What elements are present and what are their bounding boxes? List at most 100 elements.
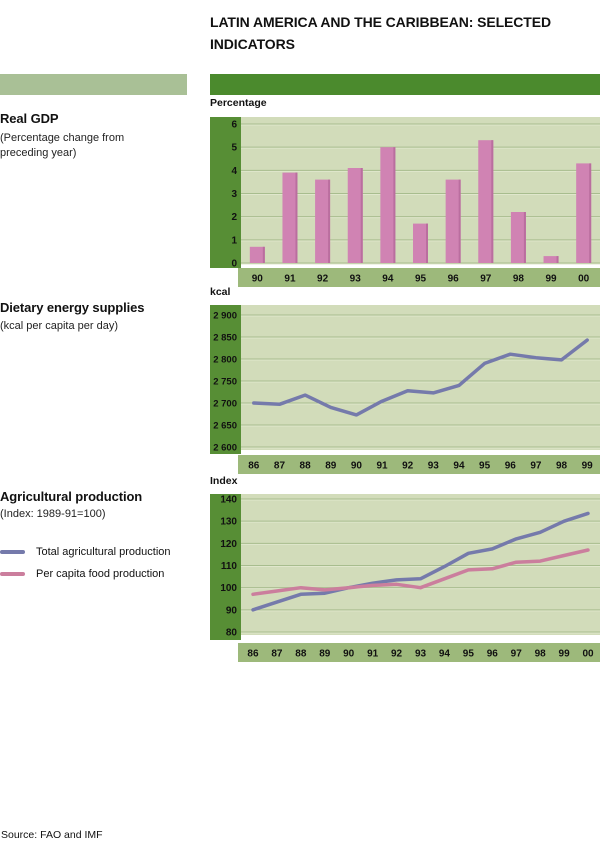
header-accent-bar-left	[0, 74, 187, 95]
agricultural-production-y-axis-band	[210, 494, 241, 640]
real-gdp-svg: 6 5 4 3 2 1 0 90 91 92 93 94 95 96 97 98 99 00	[210, 117, 600, 287]
section-subheading-dietary-energy: (kcal per capita per day)	[0, 320, 118, 332]
dietary-energy-supplies-xtick: 88	[300, 461, 312, 472]
agricultural-production-xtick: 94	[439, 649, 451, 660]
dietary-energy-supplies-xtick: 98	[556, 461, 568, 472]
page-title-line1: LATIN AMERICA AND THE CARIBBEAN: SELECTE…	[210, 14, 551, 30]
dietary-energy-supplies-plot-area	[241, 305, 600, 450]
agricultural-production-xtick: 86	[247, 649, 259, 660]
agricultural-production-xtick: 92	[391, 649, 403, 660]
real-gdp-xtick: 00	[578, 274, 590, 285]
dietary-energy-supplies-xtick: 99	[582, 461, 594, 472]
real-gdp-xtick: 97	[480, 274, 492, 285]
dietary-energy-supplies-xtick: 94	[453, 461, 465, 472]
dietary-energy-supplies-xtick: 91	[376, 461, 388, 472]
agricultural-production-xtick: 96	[487, 649, 499, 660]
real-gdp-xtick: 98	[513, 274, 525, 285]
real-gdp-bar-99	[543, 256, 559, 263]
real-gdp-xtick: 94	[382, 274, 394, 285]
legend-label-per-capita-food-production: Per capita food production	[36, 568, 165, 580]
agricultural-production-xtick: 90	[343, 649, 355, 660]
real-gdp-bar-92	[315, 179, 331, 263]
real-gdp-ytick: 3	[231, 189, 237, 200]
dietary-energy-supplies-xtick: 90	[351, 461, 363, 472]
chart-unit-label-percentage: Percentage	[210, 97, 267, 109]
agricultural-production-plot-area	[241, 494, 600, 635]
real-gdp-y-axis-band	[210, 117, 241, 268]
dietary-energy-supplies-ytick: 2 850	[213, 333, 237, 344]
real-gdp-bar-93	[347, 168, 363, 263]
agricultural-production-ytick: 120	[220, 539, 237, 550]
real-gdp-xtick: 91	[284, 274, 296, 285]
dietary-energy-supplies-ytick: 2 700	[213, 399, 237, 410]
real-gdp-bar-98	[510, 212, 526, 263]
header-accent-bar-right	[210, 74, 600, 95]
dietary-energy-supplies-xtick: 95	[479, 461, 491, 472]
section-subheading-real-gdp: (Percentage change from preceding year)	[0, 132, 125, 159]
dietary-energy-supplies-xtick: 97	[530, 461, 542, 472]
real-gdp-bar-94	[380, 147, 396, 263]
real-gdp-bar-00	[576, 163, 592, 263]
agricultural-production-xtick: 88	[295, 649, 307, 660]
agricultural-production-xtick: 93	[415, 649, 427, 660]
chart-unit-label-kcal: kcal	[210, 286, 231, 298]
chart-unit-label-index: Index	[210, 475, 238, 487]
agricultural-production-line-total-agricultural-production	[251, 511, 590, 612]
dietary-energy-supplies-ytick: 2 800	[213, 355, 237, 366]
section-subheading-agricultural-production: (Index: 1989-91=100)	[0, 508, 106, 520]
dietary-energy-supplies-ytick: 2 650	[213, 421, 237, 432]
dietary-energy-supplies-ytick: 2 900	[213, 311, 237, 322]
real-gdp-bar-97	[478, 140, 494, 263]
real-gdp-xtick: 95	[415, 274, 427, 285]
dietary-energy-supplies-x-axis-band	[238, 455, 600, 474]
dietary-energy-supplies-xtick: 87	[274, 461, 286, 472]
agricultural-production-ytick: 110	[221, 561, 238, 572]
dietary-energy-supplies-xtick: 96	[505, 461, 517, 472]
real-gdp-ytick: 0	[231, 259, 237, 270]
section-heading-agricultural-production: Agricultural production	[0, 489, 143, 504]
page-title: LATIN AMERICA AND THE CARIBBEAN: SELECTE…	[210, 11, 600, 55]
agricultural-production-xtick: 98	[535, 649, 547, 660]
real-gdp-ytick: 1	[231, 235, 237, 246]
legend-swatch-per-capita-food-production-icon	[0, 572, 25, 576]
section-heading-real-gdp: Real GDP	[0, 111, 59, 126]
agricultural-production-ytick: 80	[226, 628, 238, 639]
agricultural-production-xtick: 91	[367, 649, 379, 660]
dietary-energy-chart: 2 900 2 850 2 800 2 750 2 700 2 650 2 600 86 87 8…	[210, 302, 600, 474]
dietary-energy-supplies-xtick: 86	[248, 461, 260, 472]
agricultural-production-ytick: 130	[220, 517, 237, 528]
dietary-energy-supplies-y-axis-band	[210, 305, 241, 454]
agricultural-production-xtick: 97	[511, 649, 523, 660]
dietary-energy-supplies-ytick: 2 600	[213, 443, 237, 454]
real-gdp-ytick: 2	[231, 212, 237, 223]
real-gdp-chart: 6 5 4 3 2 1 0 90 91 92 93 94 95 96 97 98 99 00	[210, 113, 600, 287]
real-gdp-xtick: 92	[317, 274, 329, 285]
agricultural-production-svg: 140 130 120 110 100 90 80 86 87 88 89 90 91 92 93 94 95 9…	[210, 494, 600, 662]
agricultural-production-line-per-capita-food-production	[251, 548, 590, 597]
agricultural-production-ytick: 100	[220, 583, 237, 594]
real-gdp-ytick: 6	[231, 120, 237, 131]
real-gdp-xtick: 96	[448, 274, 460, 285]
real-gdp-bar-95	[413, 223, 428, 263]
real-gdp-ytick: 4	[231, 166, 237, 177]
real-gdp-xtick: 99	[545, 274, 557, 285]
agricultural-production-chart: 140 130 120 110 100 90 80 86 87 88 89 90 91 92 93 94 95 9…	[210, 491, 600, 666]
agricultural-production-ytick: 90	[226, 605, 238, 616]
real-gdp-ytick: 5	[231, 143, 237, 154]
section-heading-dietary-energy: Dietary energy supplies	[0, 300, 145, 315]
dietary-energy-supplies-xtick: 92	[402, 461, 414, 472]
real-gdp-x-axis-band	[238, 268, 600, 287]
legend-label-total-agricultural-production: Total agricultural production	[36, 546, 171, 558]
agricultural-production-xtick: 00	[582, 649, 594, 660]
real-gdp-bar-96	[445, 179, 461, 263]
dietary-energy-supplies-ytick: 2 750	[213, 377, 237, 388]
agricultural-production-xtick: 87	[271, 649, 283, 660]
agricultural-production-xtick: 89	[319, 649, 331, 660]
dietary-energy-supplies-svg: 2 900 2 850 2 800 2 750 2 700 2 650 2 600 86 87 8…	[210, 305, 600, 474]
agricultural-production-ytick: 140	[220, 495, 237, 506]
agricultural-production-x-axis-band	[238, 643, 600, 662]
page-title-line2: INDICATORS	[210, 36, 295, 52]
dietary-energy-supplies-xtick: 93	[428, 461, 440, 472]
source-note: Source: FAO and IMF	[1, 829, 103, 841]
